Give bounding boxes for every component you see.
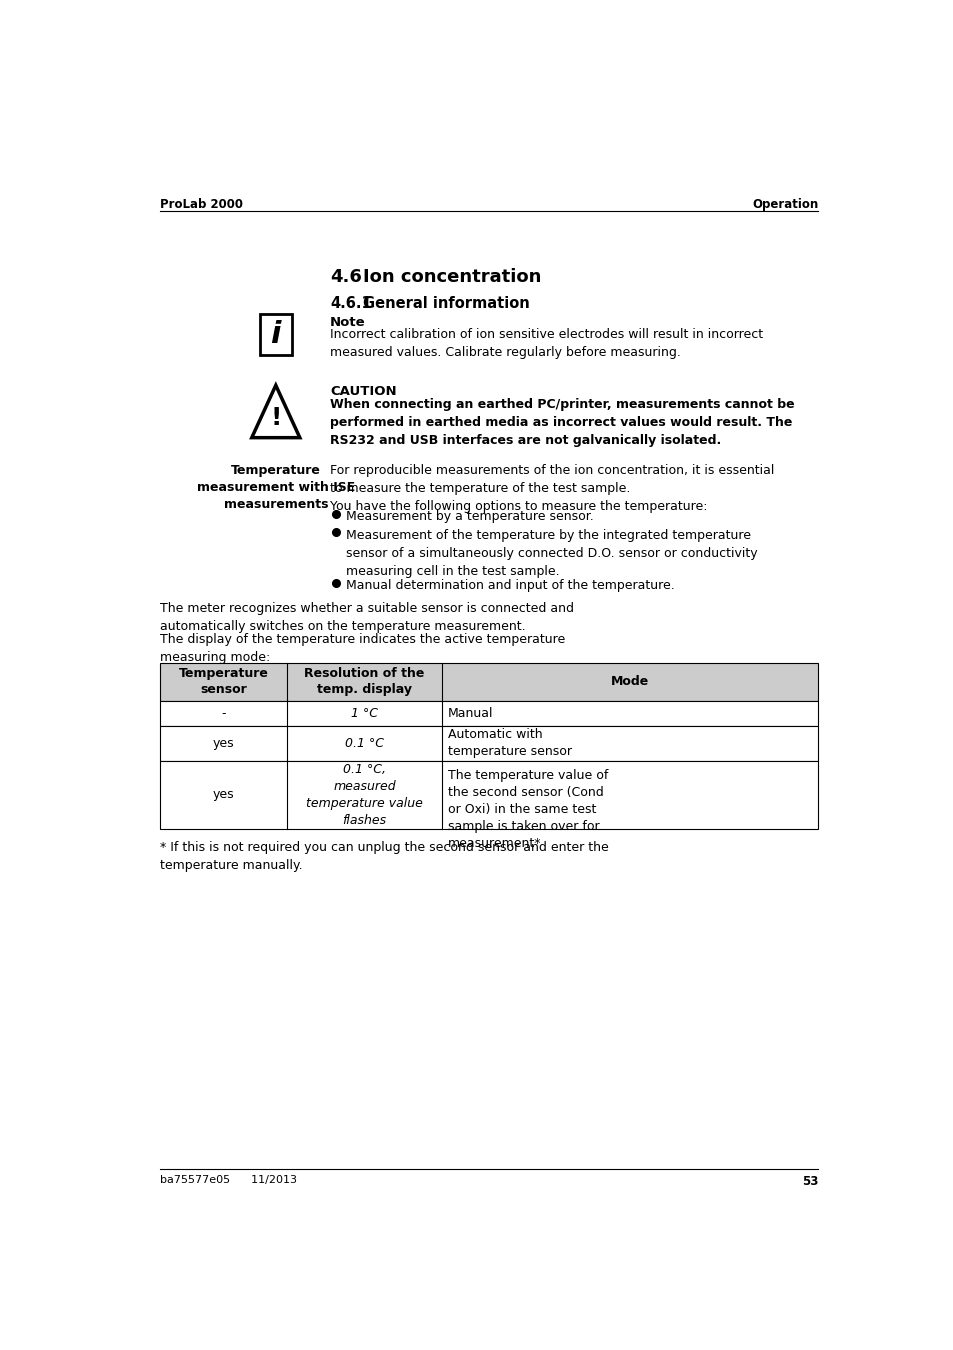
Text: CAUTION: CAUTION: [330, 385, 396, 398]
Text: yes: yes: [213, 788, 234, 802]
FancyBboxPatch shape: [159, 726, 818, 761]
Text: -: -: [221, 707, 226, 720]
Text: General information: General information: [362, 296, 529, 310]
Text: ba75577e05      11/2013: ba75577e05 11/2013: [159, 1176, 296, 1185]
Text: Operation: Operation: [751, 198, 818, 211]
Text: Resolution of the
temp. display: Resolution of the temp. display: [304, 667, 424, 697]
Text: Temperature
measurement with ISE
measurements: Temperature measurement with ISE measure…: [196, 464, 355, 510]
Text: Measurement by a temperature sensor.: Measurement by a temperature sensor.: [345, 510, 593, 522]
Text: 0.1 °C,
measured
temperature value
flashes: 0.1 °C, measured temperature value flash…: [306, 763, 422, 828]
Text: The display of the temperature indicates the active temperature
measuring mode:: The display of the temperature indicates…: [159, 633, 564, 664]
Text: Temperature
sensor: Temperature sensor: [178, 667, 268, 697]
Text: 53: 53: [801, 1176, 818, 1188]
Text: yes: yes: [213, 737, 234, 749]
Text: Mode: Mode: [610, 675, 648, 688]
FancyBboxPatch shape: [259, 315, 292, 355]
Text: * If this is not required you can unplug the second sensor and enter the
tempera: * If this is not required you can unplug…: [159, 841, 608, 872]
FancyBboxPatch shape: [159, 761, 818, 829]
Text: Manual: Manual: [447, 707, 493, 720]
Text: !: !: [270, 406, 281, 429]
Text: Automatic with
temperature sensor: Automatic with temperature sensor: [447, 729, 571, 759]
Text: 4.6.1: 4.6.1: [330, 296, 372, 310]
FancyBboxPatch shape: [159, 663, 818, 701]
Text: Incorrect calibration of ion sensitive electrodes will result in incorrect
measu: Incorrect calibration of ion sensitive e…: [330, 328, 762, 359]
Text: The meter recognizes whether a suitable sensor is connected and
automatically sw: The meter recognizes whether a suitable …: [159, 602, 573, 633]
Text: i: i: [271, 320, 281, 350]
Text: Ion concentration: Ion concentration: [362, 269, 540, 286]
Text: For reproducible measurements of the ion concentration, it is essential
to measu: For reproducible measurements of the ion…: [330, 464, 774, 513]
Text: 1 °C: 1 °C: [351, 707, 377, 720]
Text: ProLab 2000: ProLab 2000: [159, 198, 242, 211]
Text: When connecting an earthed PC/printer, measurements cannot be
performed in earth: When connecting an earthed PC/printer, m…: [330, 398, 794, 447]
Text: The temperature value of
the second sensor (Cond
or Oxi) in the same test
sample: The temperature value of the second sens…: [447, 768, 608, 849]
Text: Note: Note: [330, 316, 365, 329]
Text: Measurement of the temperature by the integrated temperature
sensor of a simulta: Measurement of the temperature by the in…: [345, 528, 757, 578]
Text: Manual determination and input of the temperature.: Manual determination and input of the te…: [345, 579, 674, 593]
Text: 0.1 °C: 0.1 °C: [345, 737, 384, 749]
FancyBboxPatch shape: [159, 701, 818, 726]
Text: 4.6: 4.6: [330, 269, 361, 286]
